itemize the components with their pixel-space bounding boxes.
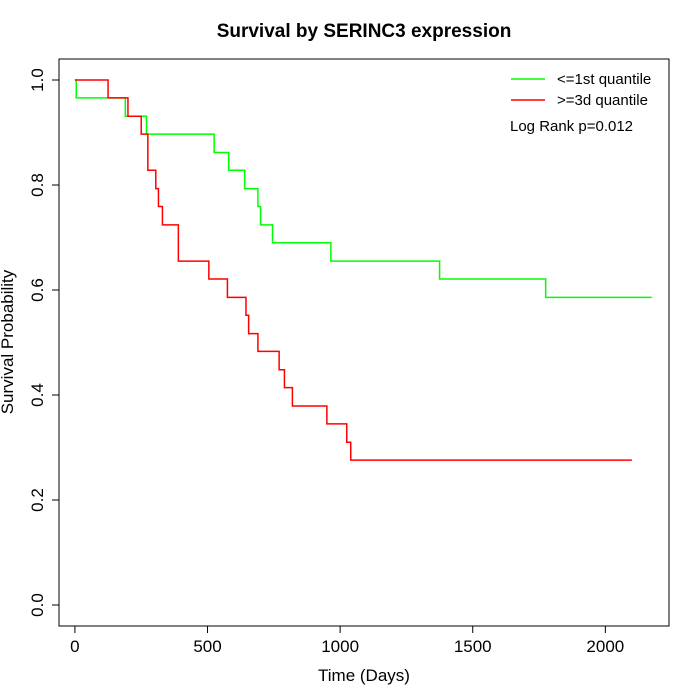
y-tick-label: 0.2 bbox=[28, 488, 47, 512]
y-tick-label: 0.8 bbox=[28, 173, 47, 197]
survival-curve-high-expression bbox=[74, 79, 632, 461]
x-tick-label: 1500 bbox=[454, 637, 492, 656]
series-layer bbox=[74, 79, 652, 461]
y-tick-label: 1.0 bbox=[28, 68, 47, 92]
log-rank-annotation: Log Rank p=0.012 bbox=[510, 118, 633, 135]
y-tick-label: 0.4 bbox=[28, 383, 47, 407]
x-tick-label: 1000 bbox=[321, 637, 359, 656]
chart-title: Survival by SERINC3 expression bbox=[217, 21, 512, 42]
x-axis-label: Time (Days) bbox=[318, 666, 410, 685]
x-tick-label: 500 bbox=[193, 637, 221, 656]
legend: <=1st quantile >=3d quantile bbox=[511, 71, 651, 109]
plot-frame bbox=[58, 58, 670, 627]
legend-label: >=3d quantile bbox=[557, 92, 648, 109]
x-axis: 0 500 1000 1500 2000 bbox=[70, 625, 624, 656]
survival-curve-low-expression bbox=[74, 79, 652, 299]
x-tick-label: 0 bbox=[70, 637, 79, 656]
legend-label: <=1st quantile bbox=[557, 71, 651, 88]
y-axis-label: Survival Probability bbox=[0, 269, 17, 414]
y-axis: 0.0 0.2 0.4 0.6 0.8 1.0 bbox=[28, 68, 60, 617]
y-tick-label: 0.0 bbox=[28, 593, 47, 617]
y-tick-label: 0.6 bbox=[28, 278, 47, 302]
x-tick-label: 2000 bbox=[586, 637, 624, 656]
